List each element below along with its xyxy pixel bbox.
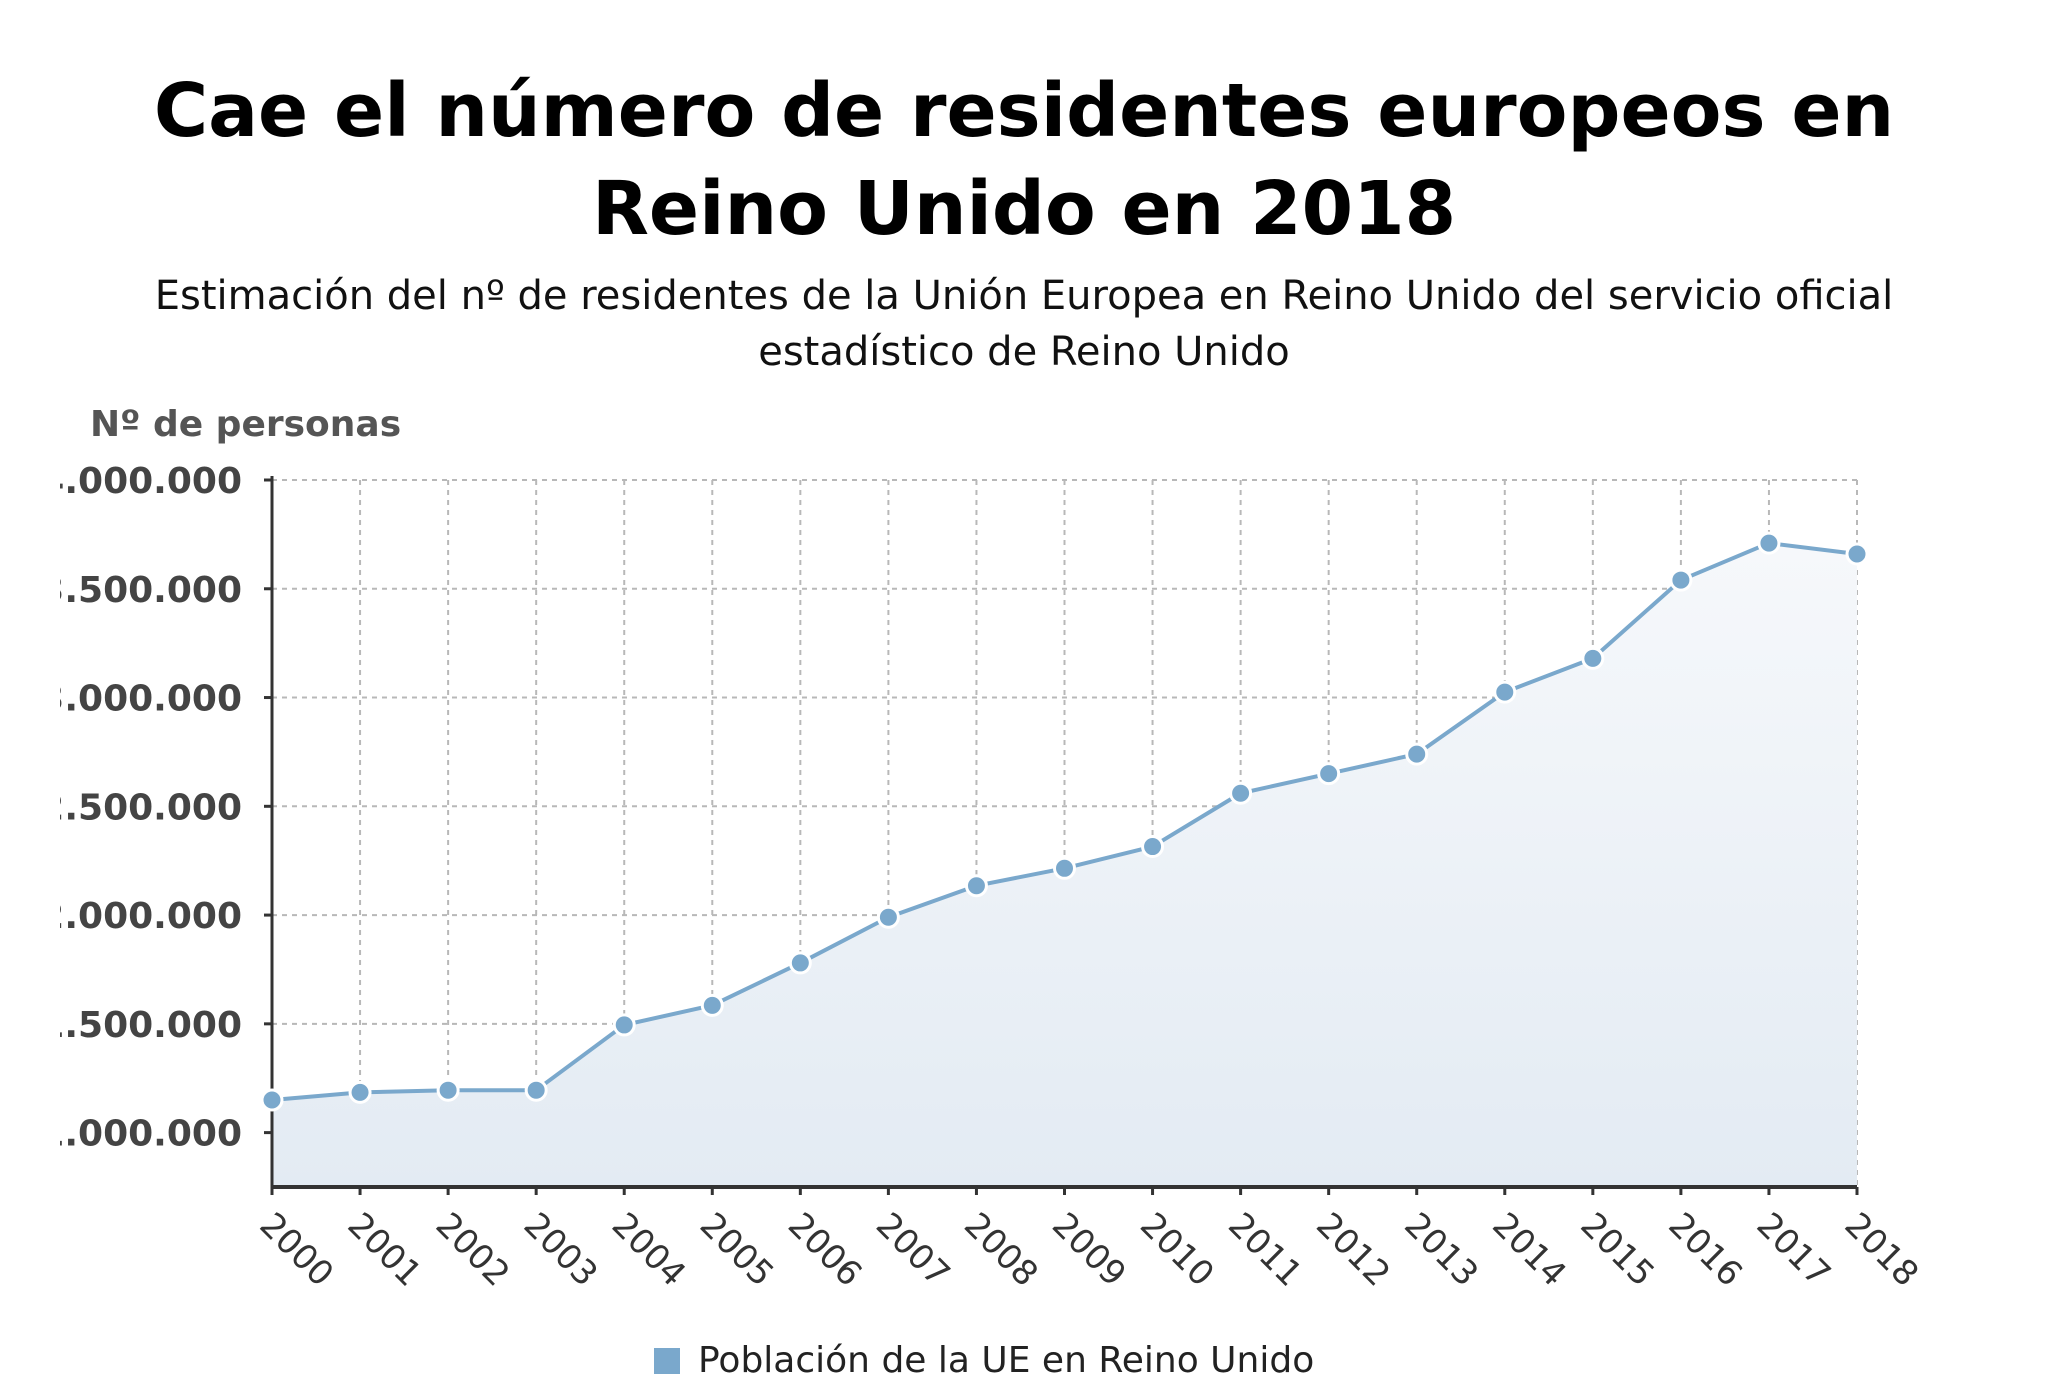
data-point xyxy=(1669,568,1693,592)
data-point xyxy=(260,1088,284,1112)
x-tick-labels: 2000200120022003200420052006200720082009… xyxy=(252,1205,1926,1294)
data-point xyxy=(1229,781,1253,805)
data-point xyxy=(1141,835,1165,859)
data-point xyxy=(612,1013,636,1037)
x-tick-label: 2008 xyxy=(956,1205,1045,1294)
x-tick-label: 2013 xyxy=(1396,1205,1485,1294)
area-fill xyxy=(272,543,1857,1187)
x-tick-label: 2004 xyxy=(604,1205,693,1294)
data-point xyxy=(524,1078,548,1102)
legend: Población de la UE en Reino Unido xyxy=(654,1340,1314,1381)
y-tick-label: 3.000.000 xyxy=(39,679,242,720)
x-tick-label: 2001 xyxy=(340,1205,429,1294)
y-tick-label: 2.500.000 xyxy=(39,787,242,828)
data-points xyxy=(260,531,1869,1112)
data-point xyxy=(1317,762,1341,786)
x-tick-label: 2009 xyxy=(1044,1205,1133,1294)
y-tick-label: 2.000.000 xyxy=(39,896,242,937)
data-point xyxy=(1053,856,1076,880)
x-tick-label: 2006 xyxy=(780,1205,869,1294)
data-point xyxy=(700,993,724,1017)
x-tick-label: 2007 xyxy=(868,1205,957,1294)
axes xyxy=(264,476,1859,1195)
data-point xyxy=(1493,680,1517,704)
x-tick-label: 2000 xyxy=(252,1205,341,1294)
x-tick-label: 2002 xyxy=(428,1205,517,1294)
data-point xyxy=(1757,531,1781,555)
area-shape xyxy=(272,543,1857,1187)
x-tick-label: 2005 xyxy=(692,1205,781,1294)
x-tick-label: 2017 xyxy=(1749,1205,1838,1294)
y-tick-label: 4.000.000 xyxy=(39,461,242,502)
chart-title: Cae el número de residentes europeos en … xyxy=(153,68,1895,252)
x-tick-label: 2010 xyxy=(1132,1205,1221,1294)
data-point xyxy=(436,1078,460,1102)
x-tick-label: 2011 xyxy=(1220,1205,1309,1294)
data-point xyxy=(876,905,900,929)
x-tick-label: 2012 xyxy=(1308,1205,1397,1294)
data-point xyxy=(1405,742,1429,766)
x-tick-label: 2015 xyxy=(1572,1205,1661,1294)
y-tick-label: 3.500.000 xyxy=(39,570,242,611)
legend-swatch xyxy=(654,1347,680,1374)
chart-subtitle: Estimación del nº de residentes de la Un… xyxy=(154,273,1894,375)
data-point xyxy=(1845,542,1869,566)
data-point xyxy=(964,874,988,898)
y-tick-label: 1.500.000 xyxy=(39,1005,242,1046)
data-point xyxy=(788,951,812,975)
x-tick-label: 2018 xyxy=(1837,1205,1926,1294)
x-tick-label: 2016 xyxy=(1661,1205,1750,1294)
data-point xyxy=(348,1080,372,1104)
x-tick-label: 2003 xyxy=(516,1205,605,1294)
y-tick-label: 1.000.000 xyxy=(39,1114,242,1155)
y-axis-label: Nº de personas xyxy=(90,404,402,445)
x-tick-label: 2014 xyxy=(1484,1205,1573,1294)
y-tick-labels: 1.000.000 1.500.000 2.000.000 2.500.000 3.00… xyxy=(39,461,242,1155)
data-point xyxy=(1581,646,1605,670)
legend-label: Población de la UE en Reino Unido xyxy=(698,1340,1315,1381)
